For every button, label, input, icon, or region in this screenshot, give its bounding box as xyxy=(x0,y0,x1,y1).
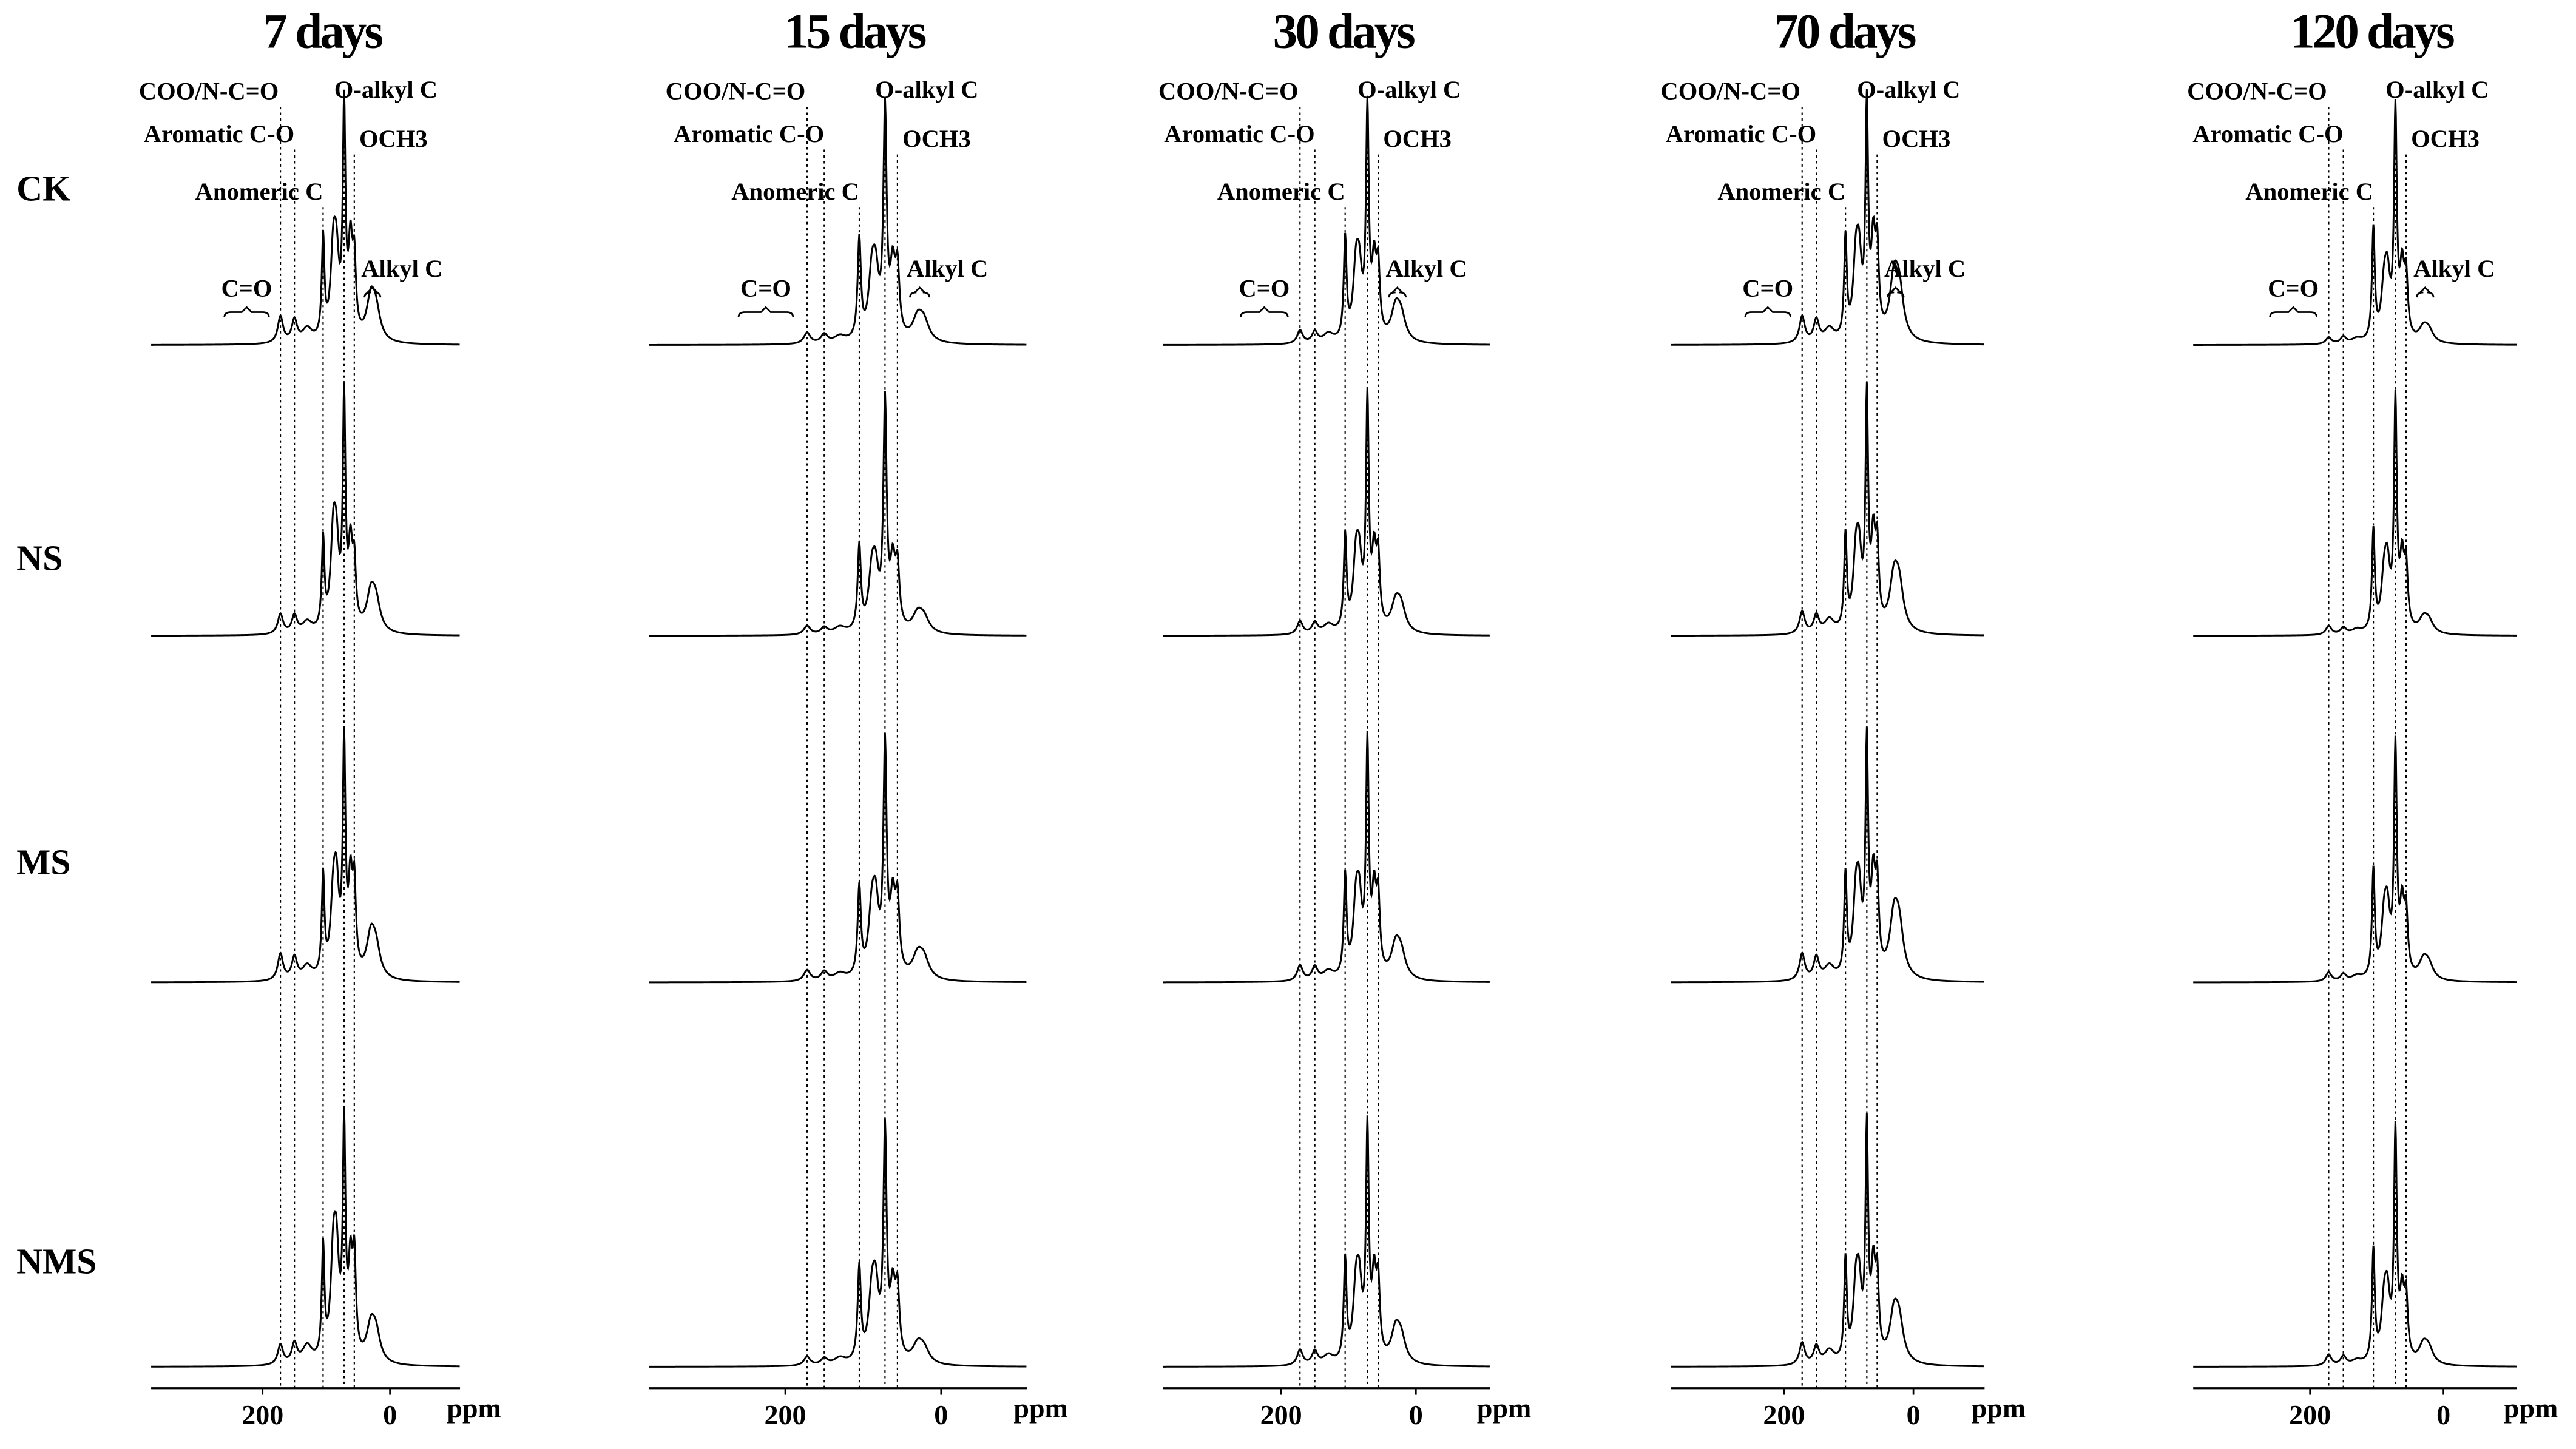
spectrum xyxy=(649,1118,1027,1368)
assignment-label: O-alkyl C xyxy=(334,76,438,103)
range-brace xyxy=(1240,306,1289,317)
panel-title: 30 days xyxy=(1273,4,1415,58)
assignment-label: COO/N-C=O xyxy=(2187,78,2327,105)
panel-title: 15 days xyxy=(784,4,926,58)
spectrum xyxy=(2193,390,2517,637)
range-label: Alkyl C xyxy=(1884,255,1966,282)
x-tick-label: 0 xyxy=(383,1399,397,1430)
range-brace xyxy=(909,286,930,298)
assignment-label: Anomeric C xyxy=(1217,178,1345,205)
x-tick-label: 200 xyxy=(765,1399,806,1430)
assignment-label: Aromatic C-O xyxy=(1666,120,1816,147)
assignment-label: Aromatic C-O xyxy=(2192,120,2343,147)
spectrum xyxy=(649,391,1027,637)
sample-label: CK xyxy=(16,169,70,209)
panel-title: 120 days xyxy=(2290,4,2454,58)
assignment-label: OCH3 xyxy=(2411,125,2480,152)
range-label: C=O xyxy=(2268,275,2319,302)
range-brace xyxy=(363,286,382,298)
assignment-label: O-alkyl C xyxy=(1357,76,1461,103)
x-tick-label: 200 xyxy=(2289,1399,2331,1430)
spectrum xyxy=(649,97,1027,346)
spectrum xyxy=(1671,382,1984,637)
assignment-label: Aromatic C-O xyxy=(674,120,824,147)
range-brace xyxy=(223,306,270,317)
assignment-label: Aromatic C-O xyxy=(144,120,294,147)
sample-label: NMS xyxy=(16,1241,96,1281)
range-brace xyxy=(1388,286,1407,298)
range-label: C=O xyxy=(1239,275,1290,302)
x-tick-label: 0 xyxy=(2436,1399,2450,1430)
assignment-label: COO/N-C=O xyxy=(1158,78,1299,105)
assignment-label: O-alkyl C xyxy=(875,76,978,103)
x-tick-label: 200 xyxy=(242,1399,283,1430)
assignment-label: Anomeric C xyxy=(2245,178,2373,205)
spectrum xyxy=(2193,1120,2517,1368)
spectrum xyxy=(2193,99,2517,346)
assignment-label: COO/N-C=O xyxy=(666,78,806,105)
x-axis-label: ppm xyxy=(447,1393,501,1424)
spectrum xyxy=(1671,89,1984,346)
range-label: Alkyl C xyxy=(2413,255,2495,282)
range-brace xyxy=(2416,286,2435,298)
x-tick-label: 200 xyxy=(1260,1399,1302,1430)
x-axis-label: ppm xyxy=(1972,1393,2026,1424)
range-brace xyxy=(1744,306,1791,317)
panel-title: 7 days xyxy=(263,4,382,58)
range-label: C=O xyxy=(1742,275,1793,302)
spectrum xyxy=(2193,735,2517,984)
x-tick-label: 0 xyxy=(1409,1399,1423,1430)
x-tick-label: 0 xyxy=(1907,1399,1921,1430)
sample-label: MS xyxy=(16,842,70,882)
assignment-label: Anomeric C xyxy=(731,178,859,205)
range-brace xyxy=(2269,306,2317,317)
spectrum xyxy=(151,382,460,637)
x-tick-label: 200 xyxy=(1763,1399,1805,1430)
assignment-label: O-alkyl C xyxy=(2385,76,2489,103)
range-label: Alkyl C xyxy=(1385,255,1467,282)
range-brace xyxy=(737,306,794,317)
spectrum xyxy=(1163,731,1490,984)
spectrum xyxy=(649,733,1027,984)
spectrum xyxy=(1163,1115,1490,1368)
assignment-label: Aromatic C-O xyxy=(1164,120,1314,147)
x-tick-label: 0 xyxy=(934,1399,948,1430)
assignment-label: Anomeric C xyxy=(1717,178,1845,205)
x-axis-label: ppm xyxy=(1013,1393,1068,1424)
sample-label: NS xyxy=(16,538,63,578)
assignment-label: COO/N-C=O xyxy=(1660,78,1800,105)
assignment-label: O-alkyl C xyxy=(1857,76,1960,103)
spectrum xyxy=(1163,95,1490,346)
spectrum xyxy=(1163,387,1490,637)
range-label: C=O xyxy=(740,275,791,302)
spectrum xyxy=(151,726,460,984)
assignment-label: OCH3 xyxy=(902,125,971,152)
range-label: C=O xyxy=(221,275,272,302)
spectrum xyxy=(1671,726,1984,984)
assignment-label: OCH3 xyxy=(359,125,428,152)
range-label: Alkyl C xyxy=(361,255,442,282)
assignment-label: COO/N-C=O xyxy=(139,78,279,105)
spectrum xyxy=(1671,1113,1984,1368)
assignment-label: OCH3 xyxy=(1882,125,1951,152)
spectrum xyxy=(151,1106,460,1368)
x-axis-label: ppm xyxy=(1477,1393,1532,1424)
assignment-label: OCH3 xyxy=(1383,125,1452,152)
panel-title: 70 days xyxy=(1774,4,1916,58)
spectrum xyxy=(151,89,460,346)
range-label: Alkyl C xyxy=(907,255,988,282)
assignment-label: Anomeric C xyxy=(195,178,323,205)
x-axis-label: ppm xyxy=(2504,1393,2558,1424)
